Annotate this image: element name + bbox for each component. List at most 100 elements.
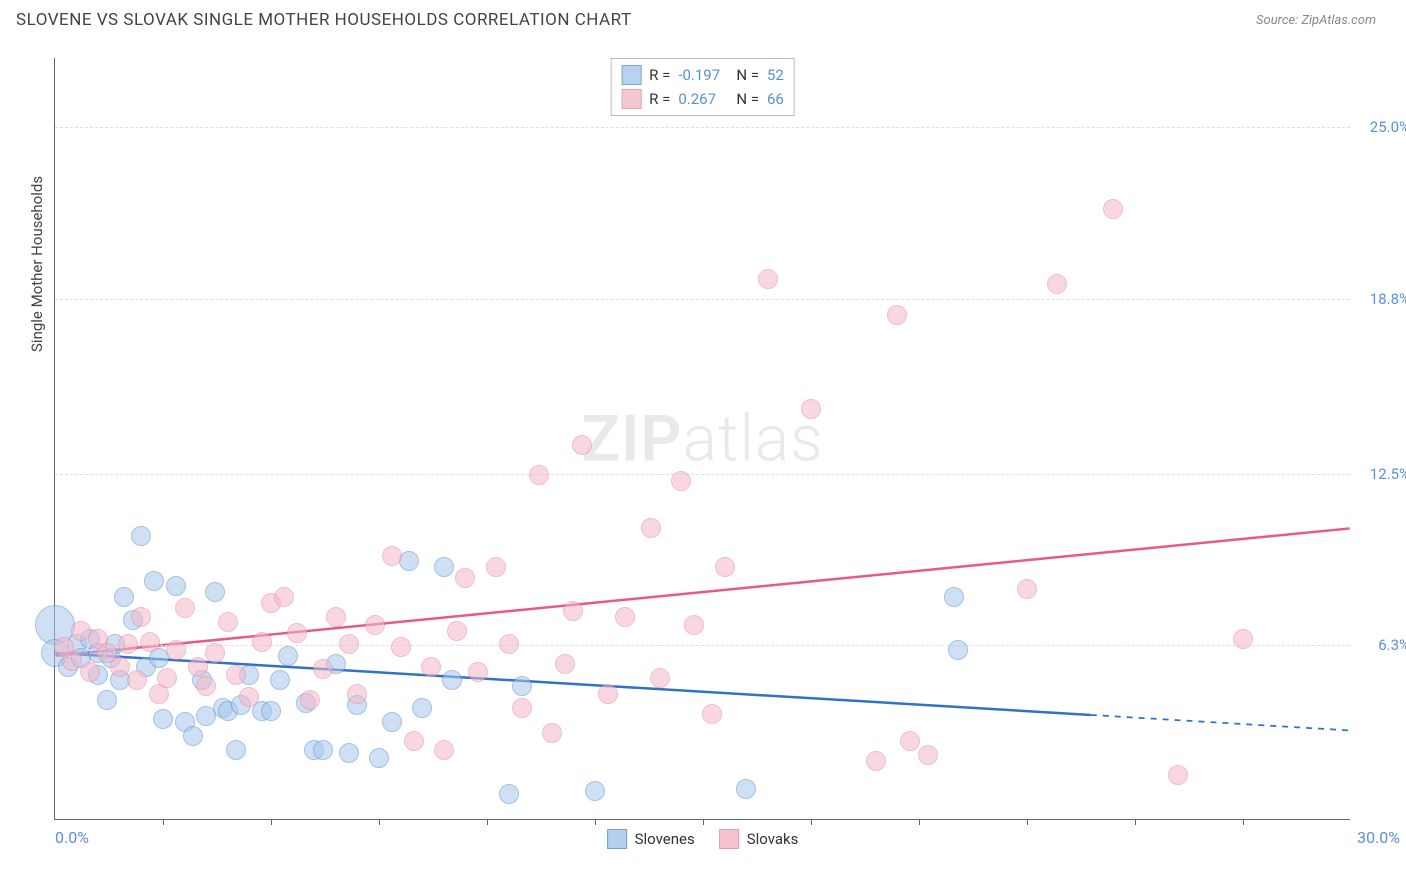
scatter-point xyxy=(684,615,704,635)
scatter-point xyxy=(339,634,359,654)
x-tick xyxy=(919,819,920,825)
x-tick xyxy=(811,819,812,825)
y-tick-label: 12.5% xyxy=(1355,465,1406,483)
scatter-point xyxy=(585,781,605,801)
y-tick-label: 25.0% xyxy=(1355,118,1406,136)
scatter-point xyxy=(144,571,164,591)
scatter-point xyxy=(110,657,130,677)
watermark-bold: ZIP xyxy=(581,401,682,476)
scatter-point xyxy=(671,471,691,491)
scatter-point xyxy=(455,568,475,588)
legend-swatch xyxy=(719,829,739,849)
scatter-point xyxy=(300,690,320,710)
scatter-point xyxy=(313,659,333,679)
legend-stat-row: R = -0.197 N = 52 xyxy=(621,63,784,87)
scatter-point xyxy=(131,607,151,627)
scatter-point xyxy=(512,698,532,718)
scatter-point xyxy=(715,557,735,577)
legend-stat-row: R =0.267N =66 xyxy=(621,87,784,111)
scatter-point xyxy=(542,723,562,743)
x-tick xyxy=(1135,819,1136,825)
scatter-point xyxy=(412,698,432,718)
scatter-point xyxy=(226,740,246,760)
scatter-point xyxy=(944,587,964,607)
scatter-point xyxy=(140,632,160,652)
scatter-point xyxy=(326,607,346,627)
legend-swatch xyxy=(621,65,641,85)
scatter-point xyxy=(261,701,281,721)
legend-series-item: Slovaks xyxy=(719,829,799,849)
scatter-point xyxy=(339,743,359,763)
scatter-point xyxy=(758,269,778,289)
scatter-point xyxy=(80,662,100,682)
scatter-point xyxy=(702,704,722,724)
scatter-point xyxy=(287,623,307,643)
scatter-point xyxy=(512,676,532,696)
scatter-point xyxy=(641,518,661,538)
scatter-point xyxy=(404,731,424,751)
legend-stats-box: R = -0.197 N = 52 R =0.267N =66 xyxy=(610,58,795,116)
legend-series: Slovenes Slovaks xyxy=(607,829,799,849)
scatter-point xyxy=(270,670,290,690)
scatter-point xyxy=(205,582,225,602)
legend-n-value: 52 xyxy=(767,66,784,84)
scatter-plot-area: ZIPatlas R =-0.197N =52R =0.267N =66 0.0… xyxy=(54,58,1350,820)
scatter-point xyxy=(153,709,173,729)
legend-series-item: Slovenes xyxy=(607,829,695,849)
scatter-point xyxy=(239,687,259,707)
scatter-point xyxy=(434,557,454,577)
scatter-point xyxy=(205,643,225,663)
scatter-point xyxy=(563,601,583,621)
grid-line xyxy=(55,127,1350,128)
watermark: ZIPatlas xyxy=(581,401,823,476)
scatter-point xyxy=(447,621,467,641)
scatter-point xyxy=(278,646,298,666)
legend-r-label: R = xyxy=(649,90,670,108)
legend-n-label: N = xyxy=(736,66,759,84)
scatter-point xyxy=(948,640,968,660)
x-axis-max-label: 30.0% xyxy=(1357,828,1400,847)
scatter-point xyxy=(365,615,385,635)
scatter-point xyxy=(313,740,333,760)
scatter-point xyxy=(736,779,756,799)
scatter-point xyxy=(1017,579,1037,599)
grid-line xyxy=(55,299,1350,300)
scatter-point xyxy=(369,748,389,768)
x-tick xyxy=(487,819,488,825)
legend-r-value: -0.197 xyxy=(678,66,728,84)
scatter-point xyxy=(218,612,238,632)
scatter-point xyxy=(399,551,419,571)
source-name: ZipAtlas.com xyxy=(1301,13,1376,28)
y-axis-title: Single Mother Households xyxy=(28,176,46,352)
y-tick-label: 18.8% xyxy=(1355,290,1406,308)
scatter-point xyxy=(486,557,506,577)
chart-header: SLOVENE VS SLOVAK SINGLE MOTHER HOUSEHOL… xyxy=(0,0,1406,30)
scatter-point xyxy=(555,654,575,674)
legend-r-label: R = xyxy=(649,66,670,84)
legend-series-label: Slovenes xyxy=(635,830,695,848)
scatter-point xyxy=(529,465,549,485)
scatter-point xyxy=(183,726,203,746)
scatter-point xyxy=(347,684,367,704)
scatter-point xyxy=(166,576,186,596)
scatter-point xyxy=(615,607,635,627)
scatter-point xyxy=(252,632,272,652)
x-tick xyxy=(595,819,596,825)
scatter-point xyxy=(650,668,670,688)
scatter-point xyxy=(274,587,294,607)
scatter-point xyxy=(468,662,488,682)
scatter-point xyxy=(572,435,592,455)
scatter-point xyxy=(887,305,907,325)
scatter-point xyxy=(1047,274,1067,294)
scatter-point xyxy=(1233,629,1253,649)
scatter-point xyxy=(900,731,920,751)
x-tick xyxy=(163,819,164,825)
legend-n-label: N = xyxy=(736,90,759,108)
scatter-point xyxy=(442,670,462,690)
scatter-point xyxy=(118,634,138,654)
scatter-point xyxy=(382,546,402,566)
chart-title: SLOVENE VS SLOVAK SINGLE MOTHER HOUSEHOL… xyxy=(16,10,632,30)
legend-swatch xyxy=(607,829,627,849)
x-axis-min-label: 0.0% xyxy=(55,828,89,847)
y-tick-label: 6.3% xyxy=(1355,636,1406,654)
